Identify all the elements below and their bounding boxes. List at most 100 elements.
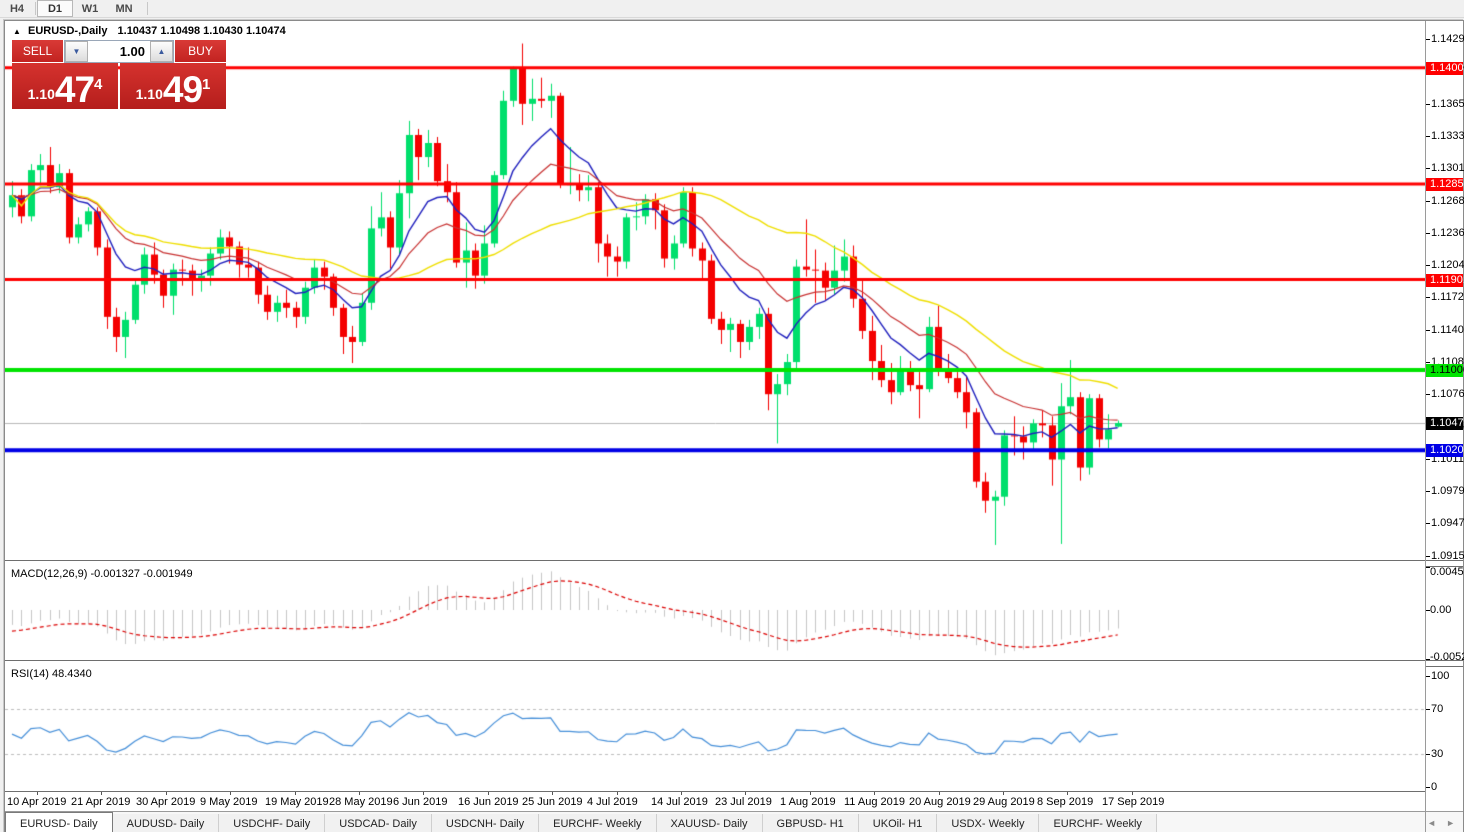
chart-tab-eurchf-weekly[interactable]: EURCHF- Weekly xyxy=(1039,814,1157,832)
macd-tick-label: 0.00 xyxy=(1430,604,1452,616)
chart-title: ▲ EURUSD-,Daily 1.10437 1.10498 1.10430 … xyxy=(13,25,286,37)
price-tick-mark xyxy=(1426,362,1430,363)
price-tick-mark xyxy=(1426,523,1430,524)
chart-tab-eurchf-weekly[interactable]: EURCHF- Weekly xyxy=(539,814,657,832)
price-tick-label: 1.09475 xyxy=(1431,517,1464,529)
price-tick-label: 1.12685 xyxy=(1431,195,1464,207)
macd-tick-label: -0.005205 xyxy=(1430,651,1464,663)
toolbar-separator xyxy=(35,2,36,15)
date-tick-mark xyxy=(166,792,167,795)
buy-price-panel[interactable]: 1.10 49 1 xyxy=(120,63,226,109)
current-price-tag: 1.10474 xyxy=(1426,417,1464,430)
buy-price-pip: 1 xyxy=(202,76,211,93)
rsi-indicator-canvas[interactable] xyxy=(5,665,1426,791)
chart-tab-usdcnh-daily[interactable]: USDCNH- Daily xyxy=(431,814,540,832)
date-tick-mark xyxy=(874,792,875,795)
tab-scroll-right-icon[interactable]: ► xyxy=(1446,818,1455,828)
date-tick-mark xyxy=(488,792,489,795)
price-tick-label: 1.10760 xyxy=(1431,388,1464,400)
chart-tab-usdchf-daily[interactable]: USDCHF- Daily xyxy=(219,814,326,832)
chart-tab-xauusd-daily[interactable]: XAUUSD- Daily xyxy=(656,814,763,832)
one-click-trading-panel: SELL ▼ 1.00 ▲ BUY 1.10 47 4 1.10 49 1 xyxy=(12,40,226,109)
chart-tab-ukoil-h1[interactable]: UKOil- H1 xyxy=(858,814,938,832)
price-tick-label: 1.14295 xyxy=(1431,33,1464,45)
chart-ohlc-values: 1.10437 1.10498 1.10430 1.10474 xyxy=(117,25,286,37)
price-tick-mark xyxy=(1426,39,1430,40)
volume-box: ▼ 1.00 ▲ xyxy=(64,40,174,63)
date-label: 19 May 2019 xyxy=(265,796,329,808)
sell-price-panel[interactable]: 1.10 47 4 xyxy=(12,63,118,109)
price-level-tag: 1.11000 xyxy=(1426,364,1464,377)
timeframe-button-h4[interactable]: H4 xyxy=(9,2,25,15)
price-tick-mark xyxy=(1426,104,1430,105)
price-tick-mark xyxy=(1426,297,1430,298)
price-axis[interactable]: 1.142951.139751.136501.133301.130101.126… xyxy=(1425,21,1464,832)
rsi-tick-mark xyxy=(1426,787,1430,788)
date-tick-mark xyxy=(1067,792,1068,795)
price-tick-label: 1.12045 xyxy=(1431,259,1464,271)
chart-tab-gbpusd-h1[interactable]: GBPUSD- H1 xyxy=(762,814,859,832)
date-label: 14 Jul 2019 xyxy=(651,796,708,808)
date-label: 1 Aug 2019 xyxy=(780,796,836,808)
price-tick-mark xyxy=(1426,394,1430,395)
chart-tab-usdcad-daily[interactable]: USDCAD- Daily xyxy=(325,814,432,832)
time-axis[interactable]: 10 Apr 2019 21 Apr 2019 30 Apr 2019 9 May 2… xyxy=(5,791,1426,812)
rsi-tick-mark xyxy=(1426,709,1430,710)
price-tick-label: 1.13650 xyxy=(1431,98,1464,110)
sell-price-pip: 4 xyxy=(94,76,103,93)
price-tick-label: 1.11725 xyxy=(1431,291,1464,303)
chart-tab-usdx-weekly[interactable]: USDX- Weekly xyxy=(937,814,1040,832)
timeframe-button-d1[interactable]: D1 xyxy=(37,0,73,17)
date-tick-mark xyxy=(617,792,618,795)
date-label: 10 Apr 2019 xyxy=(7,796,67,808)
date-tick-mark xyxy=(295,792,296,795)
date-label: 21 Apr 2019 xyxy=(71,796,131,808)
price-tick-label: 1.12365 xyxy=(1431,227,1464,239)
rsi-tick-mark xyxy=(1426,754,1430,755)
timeframe-button-w1[interactable]: W1 xyxy=(81,2,99,15)
buy-button[interactable]: BUY xyxy=(175,40,226,63)
date-tick-mark xyxy=(1132,792,1133,795)
date-label: 4 Jul 2019 xyxy=(587,796,638,808)
volume-decrease-icon[interactable]: ▼ xyxy=(65,41,88,62)
sell-price-base: 1.10 xyxy=(27,86,55,102)
chart-tab-eurusd-daily[interactable]: EURUSD- Daily xyxy=(5,812,113,832)
date-tick-mark xyxy=(359,792,360,795)
date-tick-mark xyxy=(681,792,682,795)
timeframe-toolbar: H4 D1 W1 MN xyxy=(0,0,1464,18)
price-tick-mark xyxy=(1426,556,1430,557)
buy-price-big: 49 xyxy=(162,69,203,110)
macd-tick-mark xyxy=(1426,567,1430,568)
macd-tick-mark xyxy=(1426,659,1430,660)
price-tick-mark xyxy=(1426,201,1430,202)
rsi-tick-label: 0 xyxy=(1431,781,1438,793)
buy-price-base: 1.10 xyxy=(135,86,163,102)
collapse-icon[interactable]: ▲ xyxy=(13,27,21,36)
macd-label: MACD(12,26,9) -0.001327 -0.001949 xyxy=(11,568,193,580)
chart-symbol-label: EURUSD-,Daily xyxy=(27,25,108,37)
date-label: 23 Jul 2019 xyxy=(715,796,772,808)
chart-tab-audusd-daily[interactable]: AUDUSD- Daily xyxy=(112,814,220,832)
date-label: 17 Sep 2019 xyxy=(1102,796,1165,808)
price-chart-canvas[interactable] xyxy=(5,23,1426,561)
timeframe-button-mn[interactable]: MN xyxy=(115,2,133,15)
price-tick-label: 1.13330 xyxy=(1431,130,1464,142)
volume-increase-icon[interactable]: ▲ xyxy=(150,41,173,62)
date-label: 30 Apr 2019 xyxy=(136,796,196,808)
date-label: 6 Jun 2019 xyxy=(393,796,448,808)
price-tick-label: 1.11400 xyxy=(1431,324,1464,336)
sell-button[interactable]: SELL xyxy=(12,40,63,63)
rsi-tick-label: 70 xyxy=(1431,703,1444,715)
date-label: 29 Aug 2019 xyxy=(973,796,1035,808)
macd-indicator-canvas[interactable] xyxy=(5,565,1426,659)
rsi-tick-label: 100 xyxy=(1431,670,1450,682)
date-label: 9 May 2019 xyxy=(200,796,258,808)
date-tick-mark xyxy=(810,792,811,795)
tab-scroll-left-icon[interactable]: ◄ xyxy=(1427,818,1437,828)
chart-tab-bar: EURUSD- Daily AUDUSD- Daily USDCHF- Daily U… xyxy=(5,811,1463,832)
volume-input[interactable]: 1.00 xyxy=(119,44,145,59)
